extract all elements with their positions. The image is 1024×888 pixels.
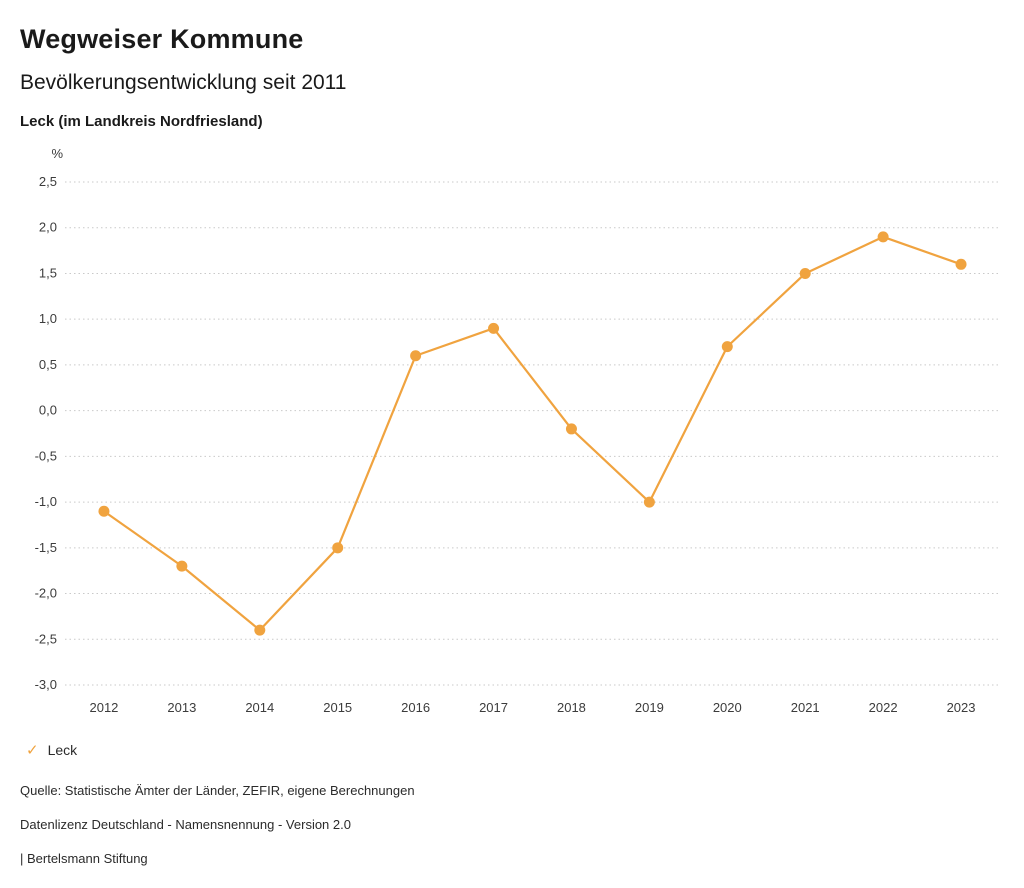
data-point[interactable] — [254, 624, 266, 636]
source-text: Quelle: Statistische Ämter der Länder, Z… — [20, 783, 415, 798]
y-tick-label: 1,0 — [39, 311, 57, 326]
chart-area: % 2,5 2,0 1,5 1,0 0,5 0,0 -0,5 -1,0 -1,5 -2,0 -2,5 -… — [20, 132, 1004, 729]
x-tick-label: 2022 — [869, 700, 898, 715]
legend-item-leck[interactable]: ✓ Leck — [26, 741, 1004, 759]
x-tick-label: 2013 — [167, 700, 196, 715]
data-point[interactable] — [877, 231, 889, 243]
x-tick-label: 2017 — [479, 700, 508, 715]
chart-location: Leck (im Landkreis Nordfriesland) — [20, 113, 263, 130]
y-tick-label: -1,0 — [35, 494, 57, 509]
x-tick-label: 2016 — [401, 700, 430, 715]
y-tick-label: -2,0 — [35, 586, 57, 601]
y-axis-unit-label: % — [51, 146, 63, 161]
x-tick-label: 2023 — [947, 700, 976, 715]
y-tick-label: -1,5 — [35, 540, 57, 555]
data-point[interactable] — [955, 258, 967, 270]
y-tick-label: -3,0 — [35, 677, 57, 692]
x-tick-label: 2015 — [323, 700, 352, 715]
y-tick-label: 2,0 — [39, 220, 57, 235]
data-point[interactable] — [643, 496, 655, 508]
chart-subtitle: Bevölkerungsentwicklung seit 2011 — [20, 71, 347, 94]
data-point[interactable] — [332, 542, 344, 554]
y-tick-label: -0,5 — [35, 448, 57, 463]
legend-label: Leck — [47, 742, 78, 758]
data-point[interactable] — [565, 423, 577, 435]
x-tick-label: 2012 — [89, 700, 118, 715]
page-title: Wegweiser Kommune — [20, 24, 304, 54]
y-tick-label: 2,5 — [39, 174, 57, 189]
chart-footer: Quelle: Statistische Ämter der Länder, Z… — [20, 783, 1004, 866]
x-tick-label: 2018 — [557, 700, 586, 715]
data-point[interactable] — [721, 341, 733, 353]
data-point[interactable] — [176, 560, 188, 572]
check-icon: ✓ — [26, 742, 39, 759]
data-point[interactable] — [488, 322, 500, 334]
x-tick-label: 2020 — [713, 700, 742, 715]
data-point[interactable] — [410, 350, 422, 362]
data-point[interactable] — [98, 505, 110, 517]
line-chart: % 2,5 2,0 1,5 1,0 0,5 0,0 -0,5 -1,0 -1,5 -2,0 -2,5 -… — [35, 146, 1000, 715]
y-tick-label: -2,5 — [35, 631, 57, 646]
series-line — [103, 235, 962, 632]
y-tick-label: 0,5 — [39, 357, 57, 372]
license-text: Datenlizenz Deutschland - Namensnennung … — [20, 817, 351, 832]
x-tick-label: 2021 — [791, 700, 820, 715]
data-point[interactable] — [799, 267, 811, 279]
y-tick-label: 1,5 — [39, 265, 57, 280]
report-page: Wegweiser Kommune Bevölkerungsentwicklun… — [20, 24, 1004, 866]
attribution-text: | Bertelsmann Stiftung — [20, 851, 148, 866]
x-tick-label: 2014 — [245, 700, 274, 715]
y-tick-label: 0,0 — [39, 403, 57, 418]
x-tick-label: 2019 — [635, 700, 664, 715]
